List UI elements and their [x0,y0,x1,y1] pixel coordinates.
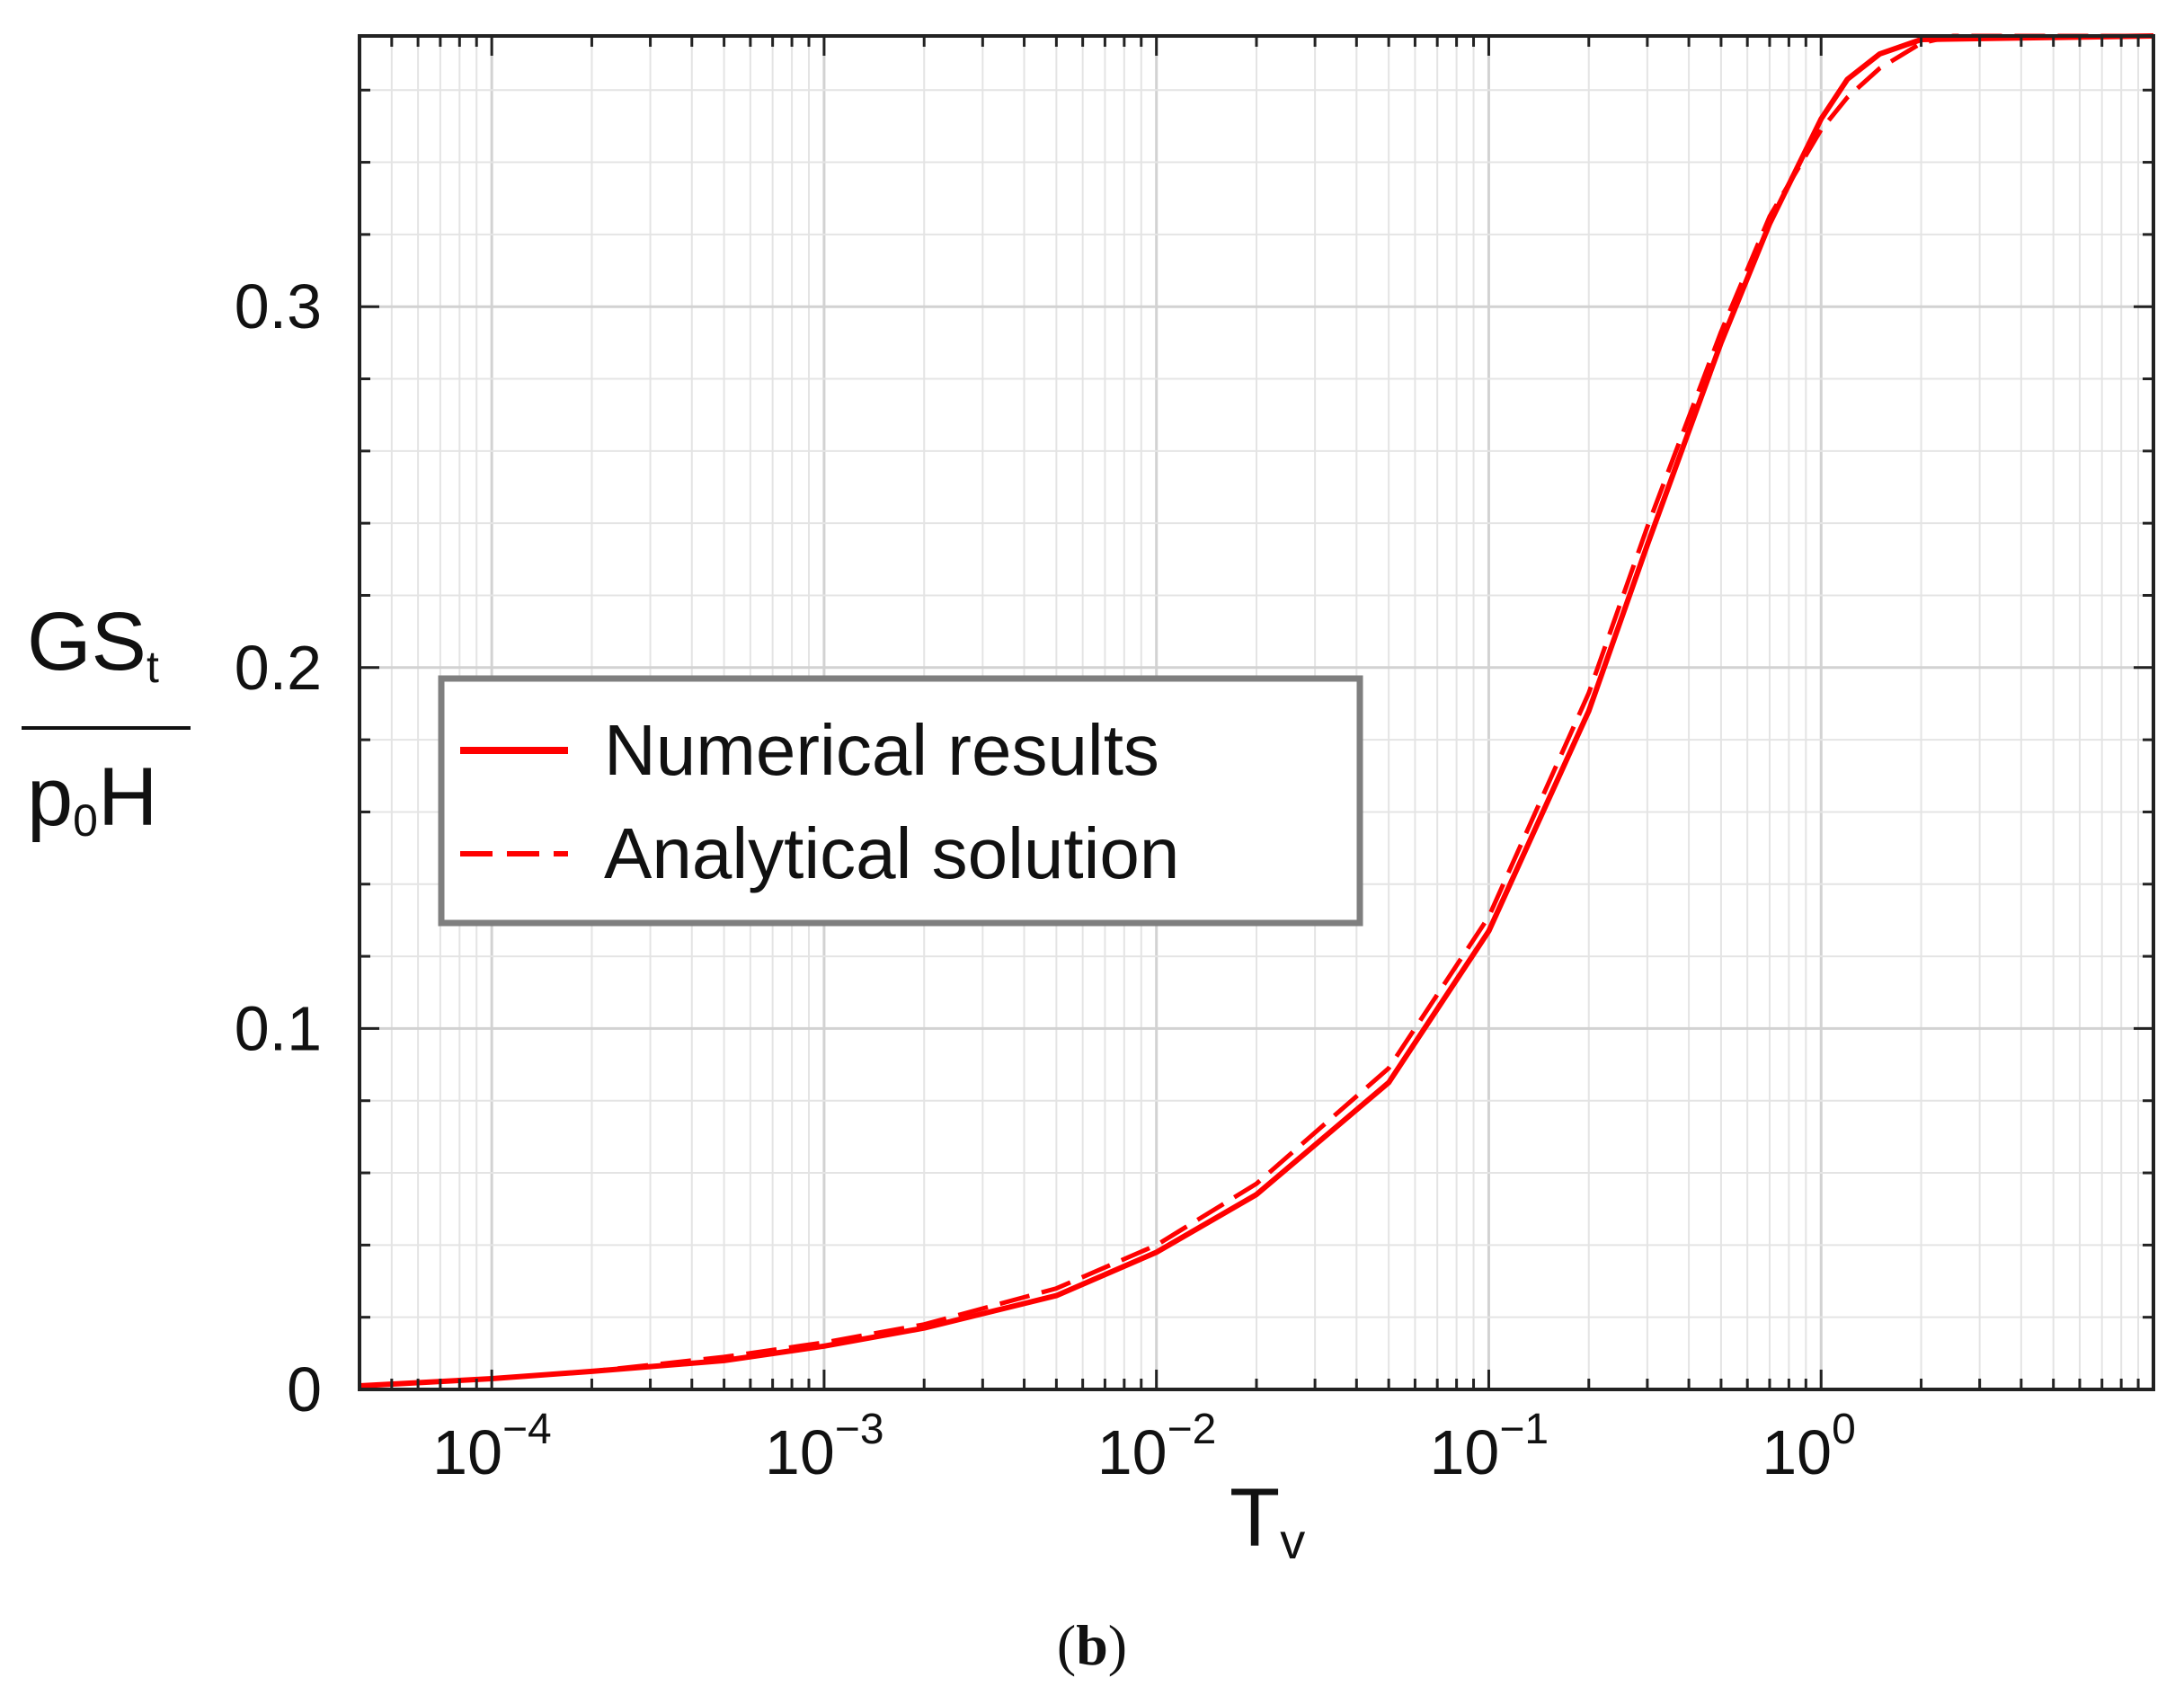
tick-labels: 10−4 10−3 10−2 10−1 100 0 0.1 0.2 0.3 [235,271,1856,1487]
figure-caption: (b) [1057,1613,1127,1677]
x-title-sub: v [1280,1513,1305,1569]
x-tick-label: 10−1 [1429,1406,1549,1487]
legend-box [438,675,1363,927]
y-tick-label: 0 [287,1354,322,1424]
svg-text:p0H: p0H [27,751,157,846]
x-tick-label: 10−2 [1097,1406,1217,1487]
y-title-den-pre: p [27,751,73,843]
x-axis-title: Tv [1230,1472,1305,1569]
series-line-numerical [359,33,2154,1389]
y-axis-title: GSt p0H [22,596,191,846]
x-tick-label: 10−4 [432,1406,552,1487]
svg-text:GSt: GSt [27,596,159,692]
y-tick-label: 0.2 [235,633,322,703]
legend-label-numerical: Numerical results [604,710,1159,790]
legend: Numerical results Analytical solution [438,675,1363,927]
axis-ticks [358,36,2155,1391]
x-tick-label: 10−3 [765,1406,884,1487]
y-title-den-sub: 0 [73,795,98,846]
y-title-num-main: GS [27,596,146,688]
y-tick-label: 0.1 [235,993,322,1063]
x-title-main: T [1230,1472,1280,1564]
series-line-analytical [359,33,2153,1389]
y-title-den-post: H [98,751,157,843]
x-tick-label: 100 [1762,1406,1856,1487]
y-tick-label: 0.3 [235,271,322,342]
legend-label-analytical: Analytical solution [604,813,1179,893]
y-title-num-sub: t [146,642,159,692]
series-layer [359,33,2154,1389]
